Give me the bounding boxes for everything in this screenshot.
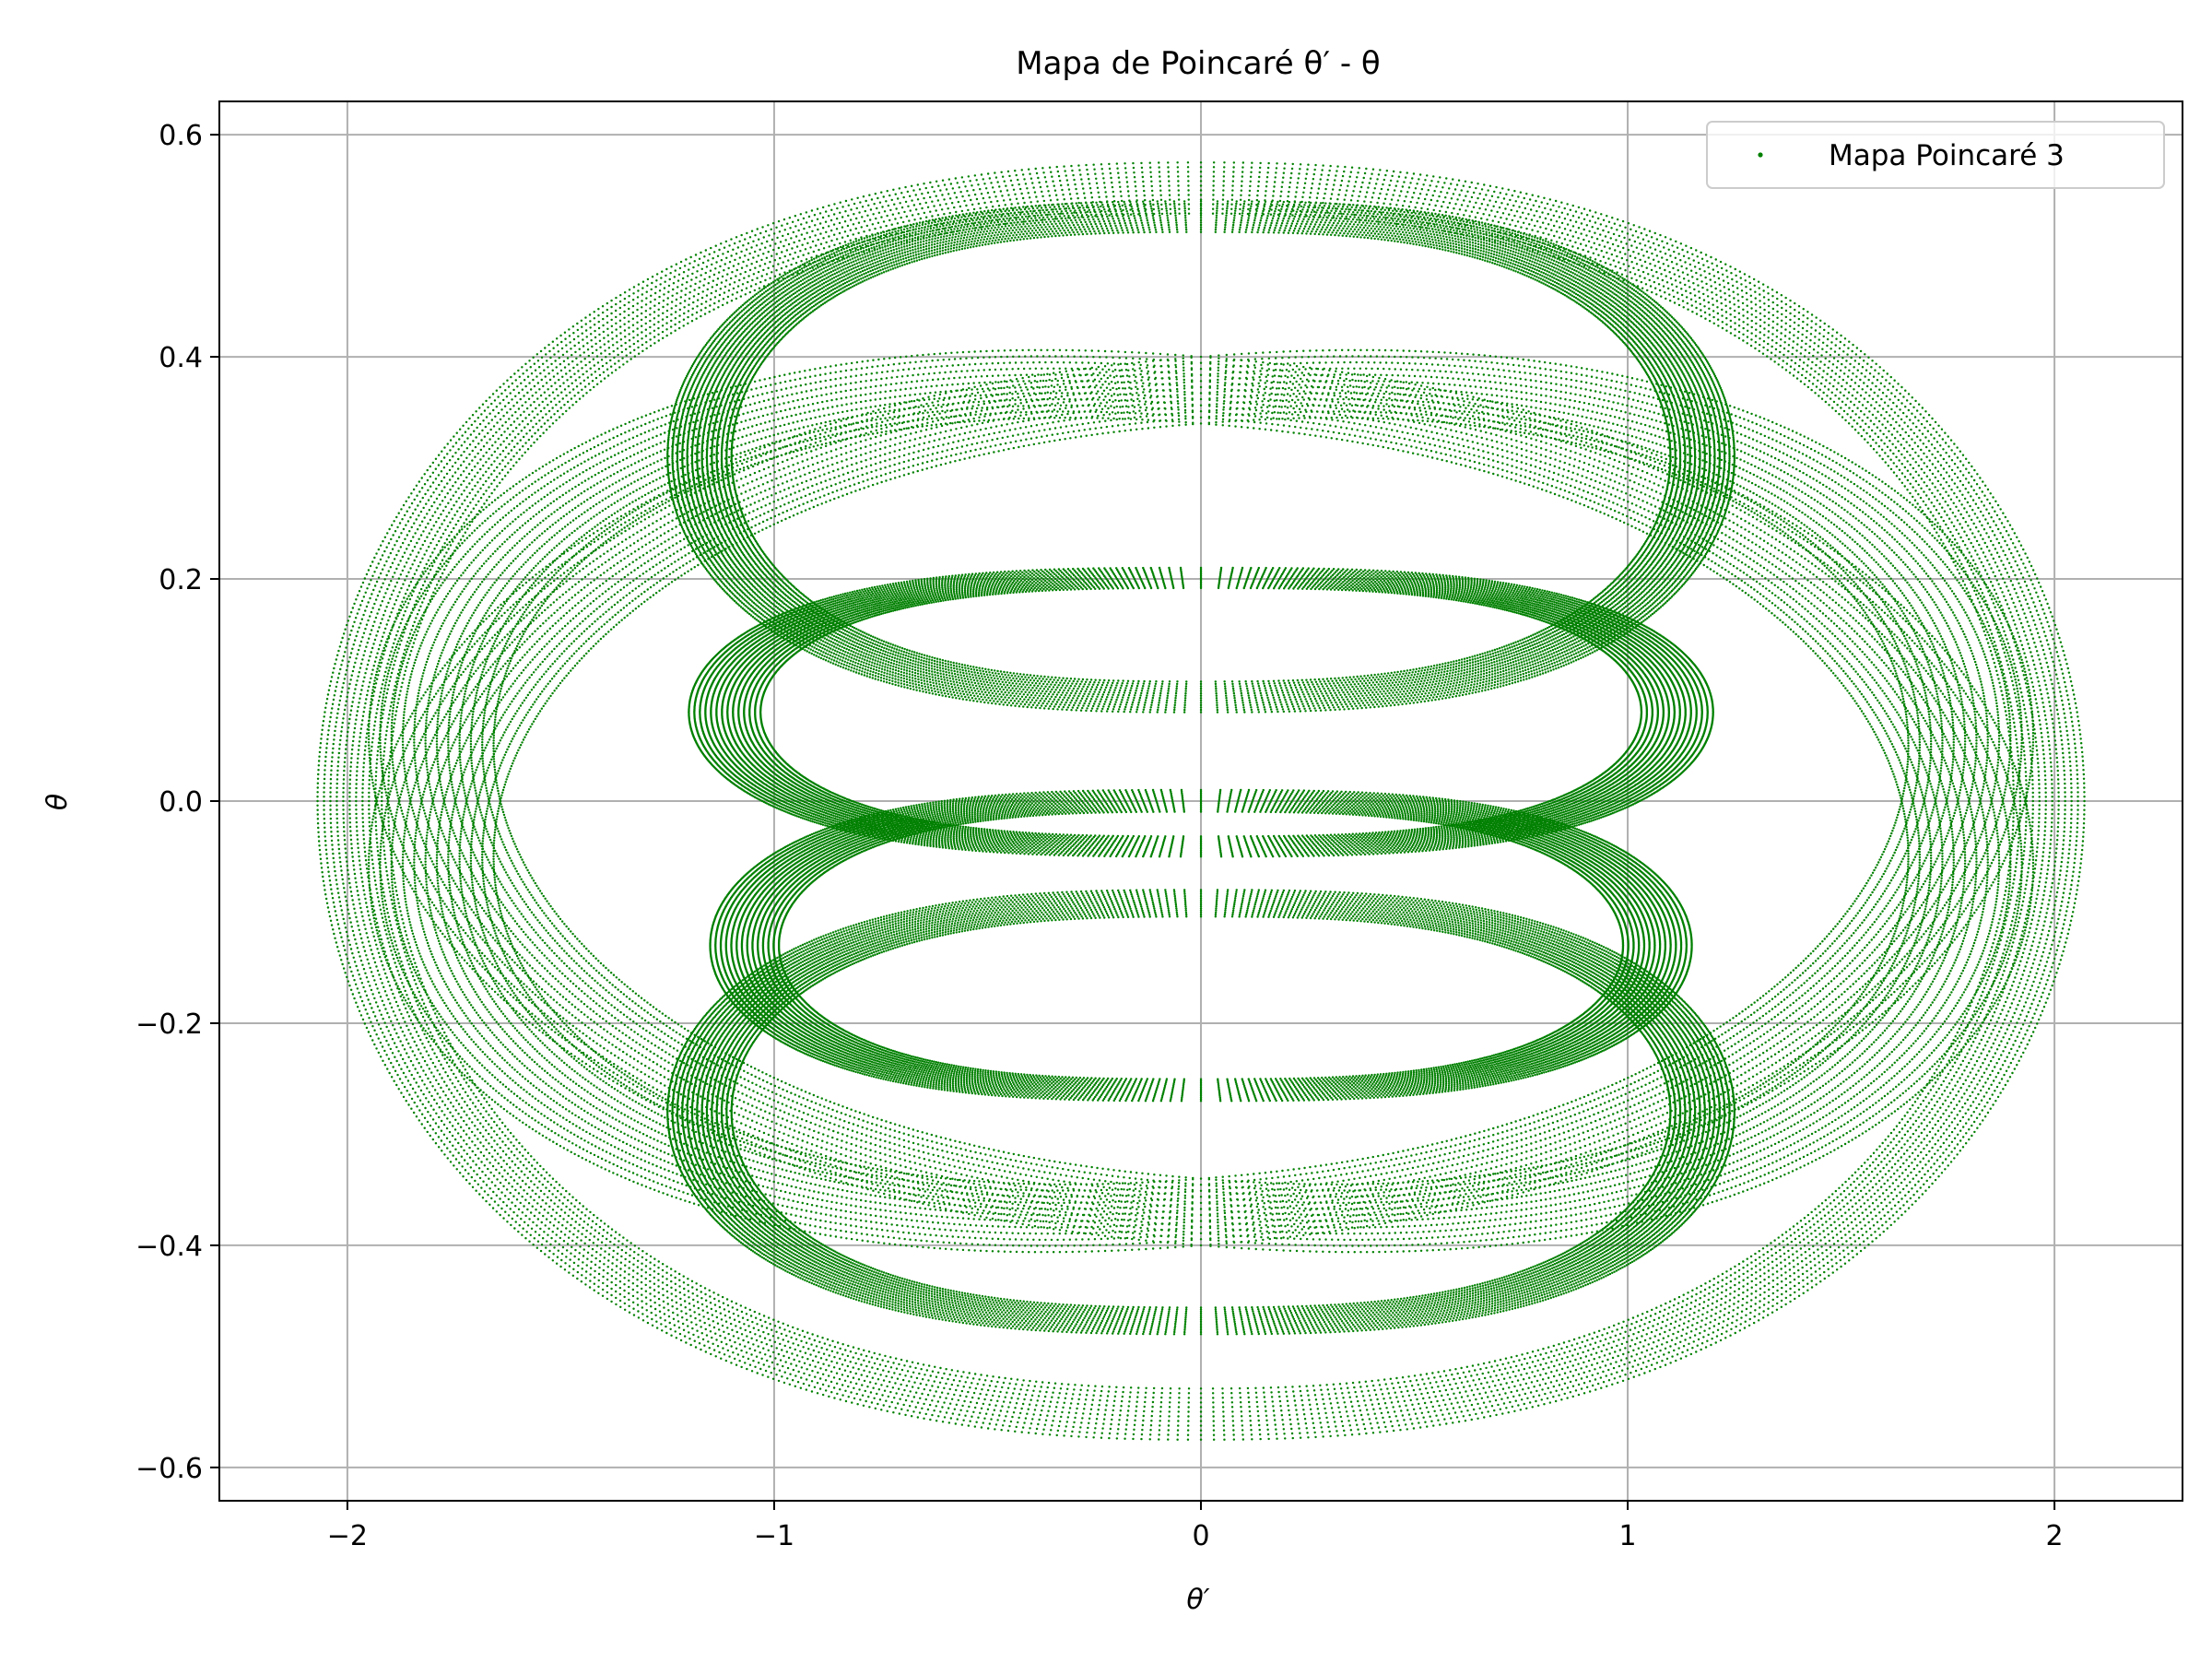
y-tick-label: 0.4 <box>159 342 203 374</box>
legend-label: Mapa Poincaré 3 <box>1829 139 2065 172</box>
chart-title: Mapa de Poincaré θ′ - θ <box>1016 45 1380 82</box>
tick-layer: −2 −1 0 1 2 0.6 0.4 0.2 0.0 −0.2 −0.4 −0.6 <box>135 120 2063 1552</box>
y-tick-label: −0.4 <box>135 1231 203 1263</box>
legend: Mapa Poincaré 3 <box>1706 121 2165 189</box>
legend-box <box>1706 121 2165 189</box>
x-tick-label: 1 <box>1618 1520 1636 1552</box>
y-tick-label: −0.6 <box>135 1453 203 1485</box>
poincare-points <box>316 161 2086 1441</box>
y-tick-label: −0.2 <box>135 1008 203 1041</box>
y-tick-label: 0.0 <box>159 786 203 819</box>
y-tick-label: 0.6 <box>159 120 203 152</box>
y-axis-label: θ <box>41 794 74 810</box>
data-layer <box>316 161 2086 1441</box>
y-tick-label: 0.2 <box>159 564 203 596</box>
series-points <box>316 161 2086 1441</box>
x-tick-label: −2 <box>327 1520 368 1552</box>
x-tick-label: −1 <box>754 1520 794 1552</box>
x-axis-label: θ′ <box>1186 1584 1209 1616</box>
x-tick-label: 2 <box>2046 1520 2064 1552</box>
legend-marker <box>1758 152 1763 158</box>
x-tick-label: 0 <box>1192 1520 1209 1552</box>
